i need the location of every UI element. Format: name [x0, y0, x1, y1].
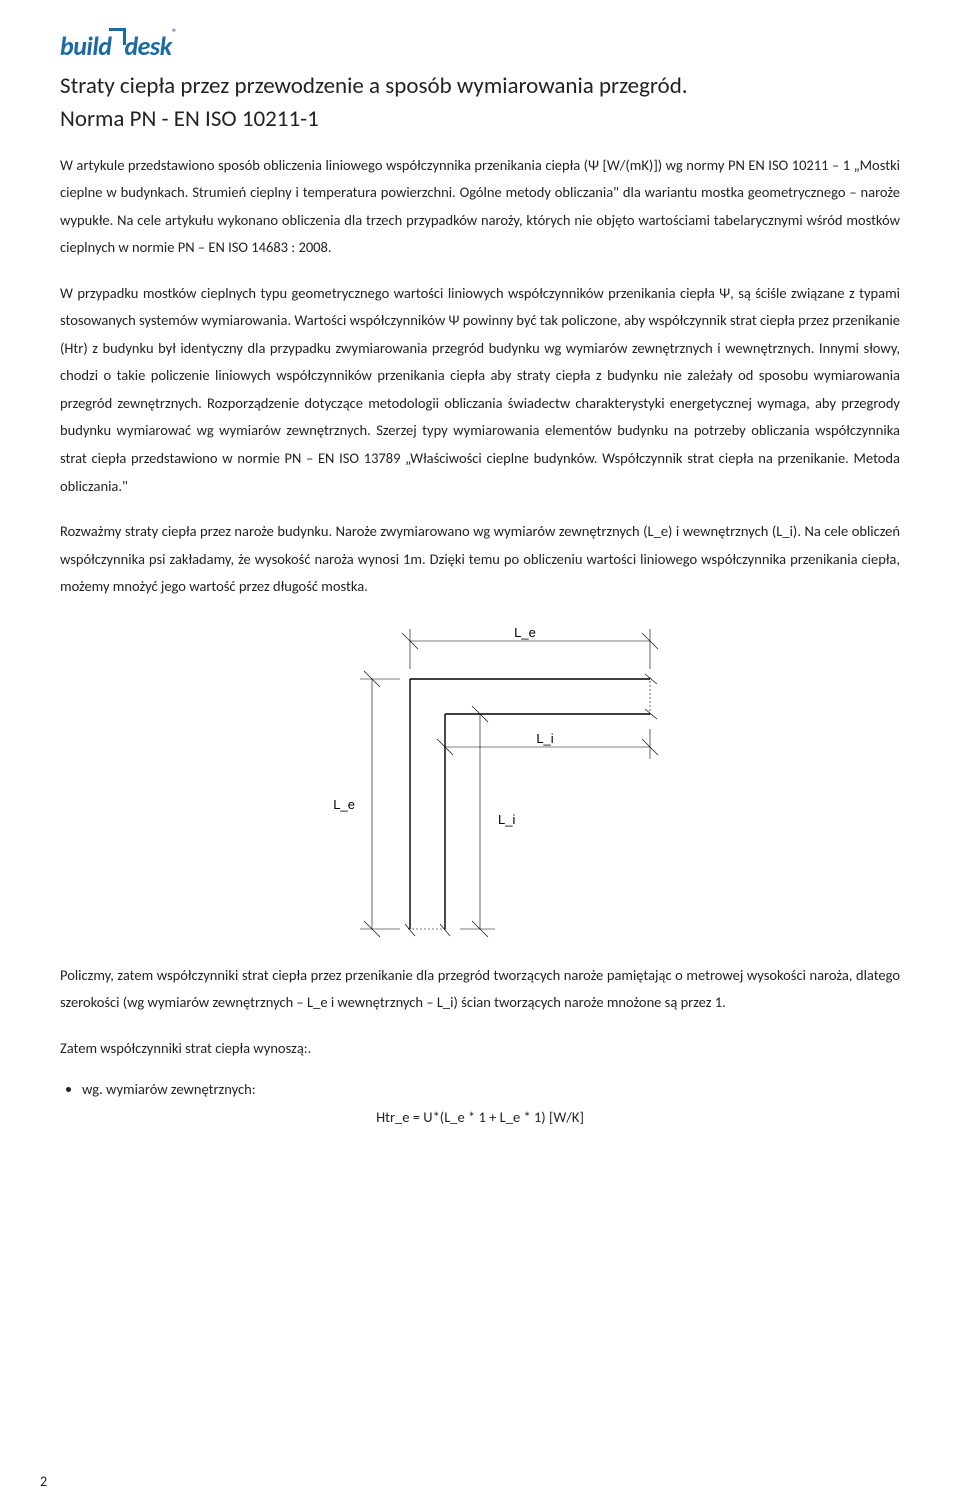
paragraph-2: W przypadku mostków cieplnych typu geome… — [60, 280, 900, 500]
logo-part1: build — [60, 30, 111, 62]
paragraph-3: Rozważmy straty ciepła przez naroże budy… — [60, 518, 900, 601]
logo: builddesk® — [60, 30, 900, 62]
formula-1: Htr_e = U*(L_e * 1 + L_e * 1) [W/K] — [60, 1108, 900, 1126]
page-number: 2 — [40, 1473, 47, 1490]
logo-text: builddesk® — [60, 30, 176, 62]
logo-corner-icon — [109, 28, 126, 45]
label-top-outer: L_e — [514, 625, 536, 640]
label-left-outer: L_e — [333, 797, 355, 812]
bullet-list: wg. wymiarów zewnętrznych: — [60, 1076, 900, 1104]
paragraph-5: Zatem współczynniki strat ciepła wynoszą… — [60, 1035, 900, 1063]
diagram-container: L_e L_i L_e — [60, 619, 900, 944]
bullet-item-1: wg. wymiarów zewnętrznych: — [82, 1076, 900, 1104]
page-title-line1: Straty ciepła przez przewodzenie a sposó… — [60, 72, 900, 101]
paragraph-4: Policzmy, zatem współczynniki strat ciep… — [60, 962, 900, 1017]
label-left-inner: L_i — [498, 812, 515, 827]
trademark-icon: ® — [172, 26, 177, 39]
logo-part2: desk — [124, 30, 171, 62]
corner-diagram: L_e L_i L_e — [300, 619, 660, 939]
label-top-inner: L_i — [536, 731, 553, 746]
paragraph-1: W artykule przedstawiono sposób obliczen… — [60, 152, 900, 262]
page-title-line2: Norma PN - EN ISO 10211-1 — [60, 105, 900, 134]
